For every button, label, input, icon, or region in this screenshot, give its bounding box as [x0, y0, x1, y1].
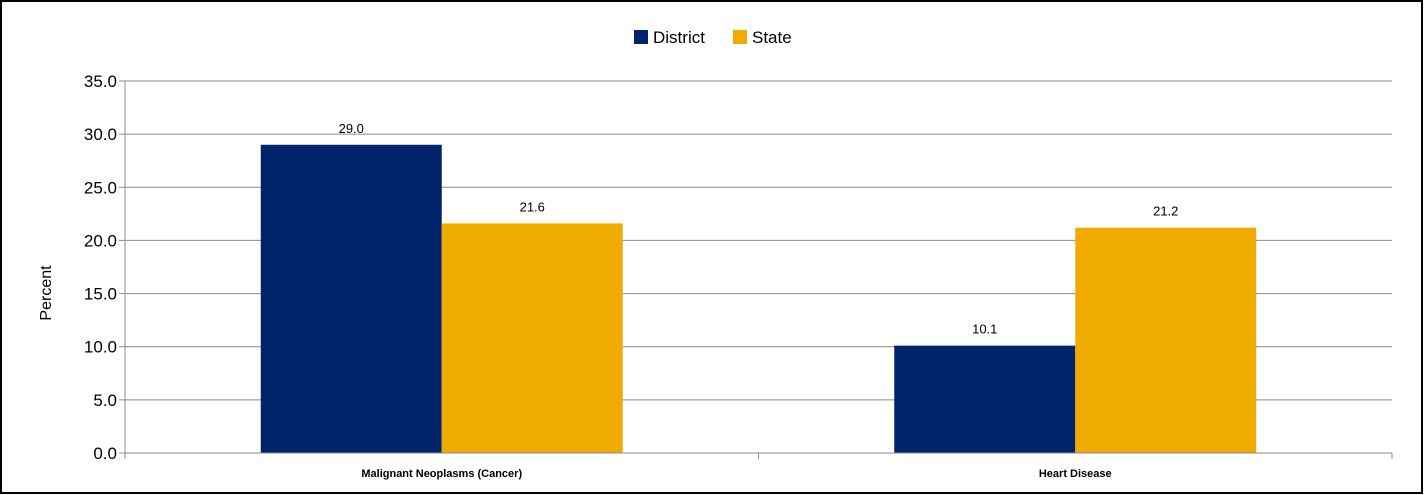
y-tick-label: 15.0	[84, 285, 117, 304]
data-label: 29.0	[339, 121, 364, 136]
bar-state	[441, 223, 623, 453]
data-label: 10.1	[972, 322, 997, 337]
x-category-label: Malignant Neoplasms (Cancer)	[361, 468, 522, 480]
y-tick-label: 20.0	[84, 231, 117, 250]
y-tick-label: 10.0	[84, 338, 117, 357]
legend-label: District	[653, 28, 705, 47]
y-tick-label: 25.0	[84, 178, 117, 197]
bar-district	[260, 144, 442, 453]
axes	[119, 80, 1393, 459]
bar-district	[894, 345, 1076, 453]
y-tick-label: 5.0	[93, 391, 117, 410]
data-label: 21.2	[1153, 204, 1178, 219]
y-axis-label: Percent	[38, 265, 55, 321]
bars	[260, 144, 1257, 453]
labels: 0.0 5.0 10.0 15.0 20.0 25.0 30.0 35.0 29.0 21.6 Ma…	[84, 72, 1179, 480]
legend-swatch-district	[634, 30, 648, 44]
y-tick-label: 30.0	[84, 125, 117, 144]
y-tick-label: 0.0	[93, 444, 117, 463]
legend: District State	[634, 28, 792, 47]
x-category-label: Heart Disease	[1039, 468, 1112, 480]
y-tick-label: 35.0	[84, 72, 117, 91]
legend-label: State	[752, 28, 792, 47]
data-label: 21.6	[520, 199, 545, 214]
bar-state	[1075, 227, 1257, 453]
legend-swatch-state	[733, 30, 747, 44]
